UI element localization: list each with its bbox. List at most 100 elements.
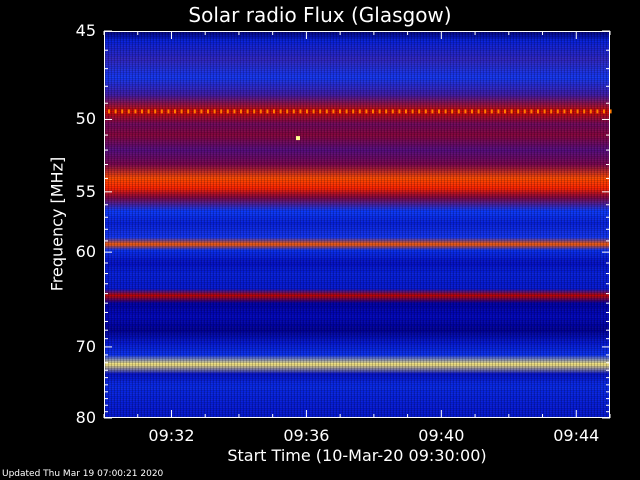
spectrogram-spike: [296, 136, 300, 141]
spectrogram-dot: [385, 109, 388, 114]
spectrogram-dot: [523, 109, 526, 114]
spectrogram-dot: [345, 109, 348, 114]
spectrogram-dot: [576, 109, 579, 114]
spectrogram-dot: [517, 109, 520, 114]
spectrogram-texture-horizontal: [104, 31, 610, 418]
spectrogram-dot: [603, 109, 605, 114]
spectrogram-dot: [372, 109, 374, 114]
spectrogram-dot: [253, 109, 256, 114]
spectrogram-dot: [127, 109, 130, 114]
spectrogram-dot: [563, 109, 566, 114]
spectrogram-dot: [134, 109, 137, 114]
x-tick-label: 09:32: [148, 426, 195, 445]
spectrogram-dot: [583, 109, 586, 114]
spectrogram-dot: [213, 109, 216, 114]
spectrogram-dot: [431, 109, 434, 114]
spectrogram-dot: [451, 109, 454, 114]
spectrogram-dot: [220, 109, 223, 114]
y-tick-label: 70: [75, 336, 96, 356]
spectrogram-dot: [457, 109, 460, 114]
x-tick-label: 09:36: [283, 426, 330, 445]
spectrogram-dot: [352, 109, 355, 114]
spectrogram-dot: [286, 109, 289, 114]
spectrogram-dot: [108, 109, 110, 114]
spectrogram-dot: [299, 109, 302, 114]
spectrogram-dot: [378, 109, 381, 114]
chart-title: Solar radio Flux (Glasgow): [188, 3, 452, 27]
spectrogram-dot: [233, 109, 236, 114]
spectrogram-dot: [266, 109, 269, 114]
updated-timestamp: Updated Thu Mar 19 07:00:21 2020: [2, 469, 164, 479]
spectrogram-dot: [418, 109, 421, 114]
spectrogram-dot: [147, 109, 150, 114]
spectrogram-dot: [174, 109, 176, 114]
spectrogram-dot: [332, 109, 335, 114]
x-tick-label: 09:44: [553, 426, 600, 445]
spectrogram-dot: [114, 109, 117, 114]
spectrogram-dot: [537, 109, 539, 114]
x-axis-ticks: [103, 31, 611, 418]
spectrogram-dot: [504, 109, 506, 114]
spectrogram-dot: [292, 109, 295, 114]
spectrogram-dot: [187, 109, 190, 114]
spectrogram-dot: [589, 109, 592, 114]
spectrogram-dot: [530, 109, 533, 114]
spectrogram-dot: [141, 109, 143, 114]
spectrogram-dot: [444, 109, 447, 114]
spectrogram-dot: [438, 109, 440, 114]
spectrogram-dot: [121, 109, 124, 114]
spectrogram-dot: [497, 109, 500, 114]
spectrogram-dot: [339, 109, 341, 114]
spectrogram-dot: [405, 109, 407, 114]
spectrogram-dot: [167, 109, 170, 114]
y-tick-label: 45: [75, 21, 96, 40]
spectrogram-dot: [306, 109, 308, 114]
spectrogram-dot: [484, 109, 487, 114]
spectrogram-dot: [471, 109, 473, 114]
x-axis-label: Start Time (10-Mar-20 09:30:00): [227, 446, 487, 465]
spectrogram-dot: [424, 109, 427, 114]
spectrogram-dot: [490, 109, 493, 114]
spectrogram-dot: [556, 109, 559, 114]
spectrogram-dot: [160, 109, 163, 114]
spectrogram-dot: [154, 109, 157, 114]
spectrogram-dot: [477, 109, 480, 114]
spectrogram-dot: [391, 109, 394, 114]
spectrogram-dot: [312, 109, 315, 114]
spectrogram-dot: [180, 109, 183, 114]
y-tick-label: 55: [75, 181, 96, 201]
y-axis-ticks: [104, 30, 610, 419]
spectrogram-dot: [200, 109, 203, 114]
spectrogram-image: [104, 31, 612, 418]
y-tick-label: 80: [75, 408, 96, 427]
spectrogram-dot: [279, 109, 282, 114]
plot-frame: [104, 31, 610, 418]
spectrogram-dotted-line: [108, 109, 612, 114]
spectrogram-dot: [325, 109, 328, 114]
spectrogram-dot: [319, 109, 322, 114]
spectrogram-dot: [273, 109, 275, 114]
spectrogram-dot: [464, 109, 467, 114]
spectrogram-dot: [550, 109, 553, 114]
y-tick-label: 60: [75, 242, 96, 262]
spectrogram-dot: [207, 109, 209, 114]
spectrogram-dot: [411, 109, 414, 114]
spectrogram-dot: [596, 109, 599, 114]
spectrogram-dot: [193, 109, 196, 114]
y-axis-label: Frequency [MHz]: [47, 156, 67, 292]
spectrogram-dot: [240, 109, 242, 114]
spectrogram-dot: [609, 109, 612, 114]
spectrogram-dot: [398, 109, 401, 114]
spectrogram-dot: [365, 109, 368, 114]
spectrogram-dot: [246, 109, 249, 114]
spectrogram-dot: [570, 109, 572, 114]
spectrogram-dot: [543, 109, 546, 114]
spectrogram-dot: [259, 109, 262, 114]
y-tick-label: 50: [75, 109, 96, 129]
spectrogram-dot: [510, 109, 513, 114]
x-tick-label: 09:40: [418, 426, 465, 445]
spectrogram-dot: [358, 109, 361, 114]
spectrogram-dot: [226, 109, 229, 114]
